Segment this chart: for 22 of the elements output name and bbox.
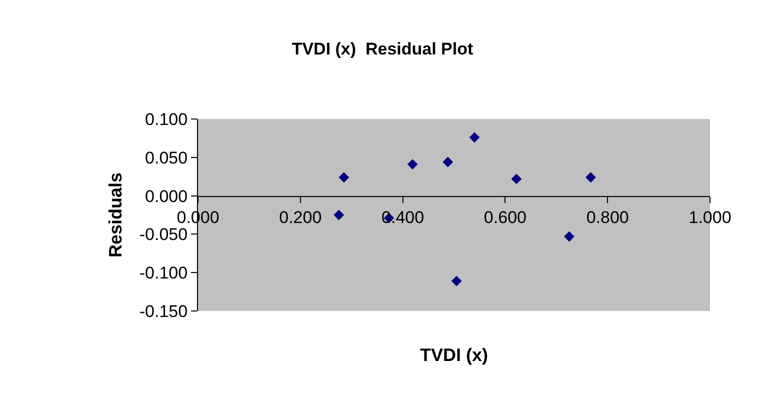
y-tick-label: 0.050 bbox=[145, 148, 188, 168]
y-tick-label: -0.100 bbox=[139, 264, 188, 283]
point bbox=[564, 231, 574, 242]
y-axis-title: Residuals bbox=[106, 172, 126, 258]
y-tick-label: 0.100 bbox=[145, 110, 188, 129]
y-tick-label: -0.150 bbox=[139, 302, 188, 321]
point bbox=[338, 172, 350, 183]
point bbox=[407, 159, 418, 170]
point bbox=[586, 172, 596, 183]
point bbox=[469, 132, 480, 143]
x-tick-label: 1.000 bbox=[688, 208, 732, 228]
y-tick-label: -0.050 bbox=[139, 225, 188, 244]
point bbox=[451, 276, 462, 286]
x-tick-label: 0.200 bbox=[279, 208, 322, 228]
x-axis-title: TVDI (x) bbox=[420, 345, 488, 365]
y-tick-label: 0.000 bbox=[145, 186, 188, 206]
point bbox=[334, 210, 344, 220]
x-tick-label: 0.800 bbox=[586, 208, 629, 228]
chart-title: TVDI (x) Residual Plot bbox=[292, 39, 474, 58]
point bbox=[442, 156, 454, 168]
x-tick-label: 0.600 bbox=[484, 208, 526, 228]
point bbox=[511, 174, 522, 184]
